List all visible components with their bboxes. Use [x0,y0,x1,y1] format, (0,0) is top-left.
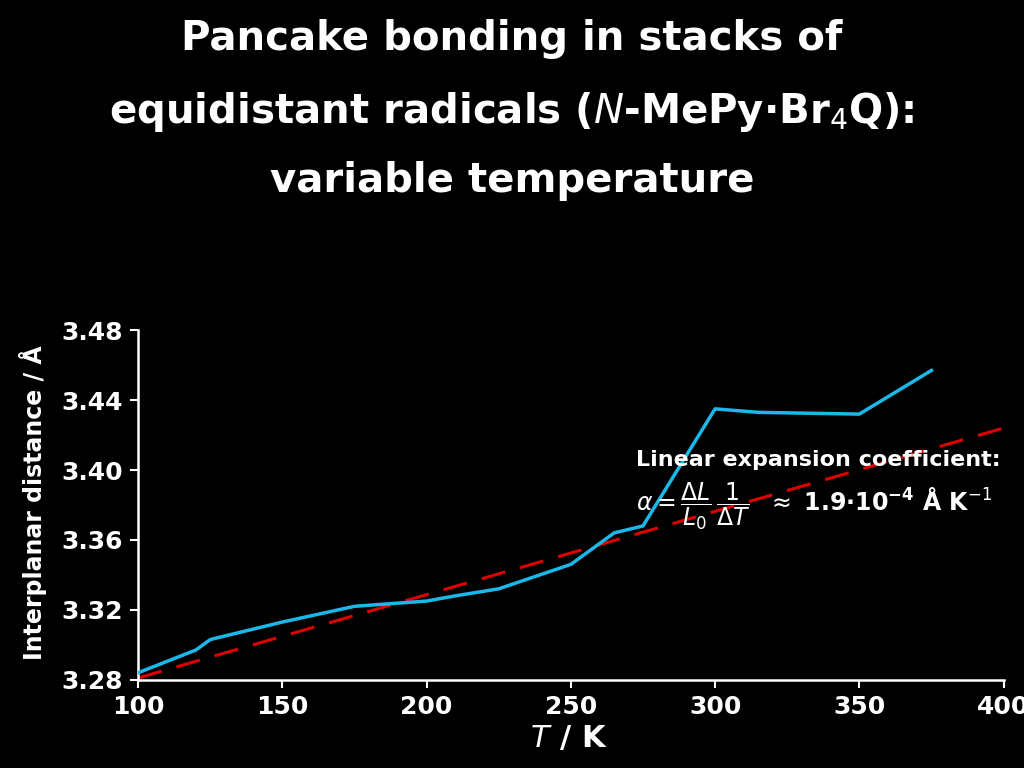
Text: Pancake bonding in stacks of: Pancake bonding in stacks of [181,19,843,59]
Text: equidistant radicals ($\mathit{N}$-MePy·Br$_4$Q):: equidistant radicals ($\mathit{N}$-MePy·… [110,90,914,134]
Text: Interplanar distance / Å: Interplanar distance / Å [18,346,47,660]
Text: $\mathit{T}$ / K: $\mathit{T}$ / K [529,724,607,753]
Text: Linear expansion coefficient:: Linear expansion coefficient: [636,450,1000,470]
Text: $\alpha = \dfrac{\Delta L}{L_0}\,\dfrac{1}{\Delta T}$  $\approx$ $\mathbf{1.9{\c: $\alpha = \dfrac{\Delta L}{L_0}\,\dfrac{… [636,481,991,532]
Text: variable temperature: variable temperature [269,161,755,200]
